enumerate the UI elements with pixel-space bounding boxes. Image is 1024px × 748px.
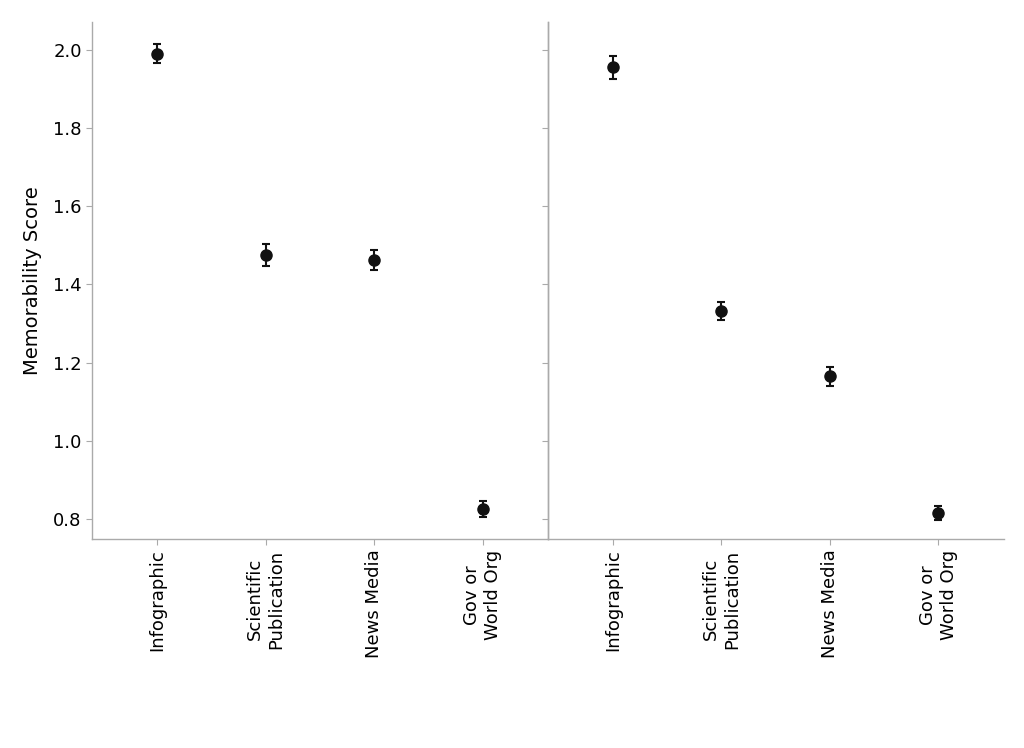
Y-axis label: Memorability Score: Memorability Score	[23, 186, 42, 375]
